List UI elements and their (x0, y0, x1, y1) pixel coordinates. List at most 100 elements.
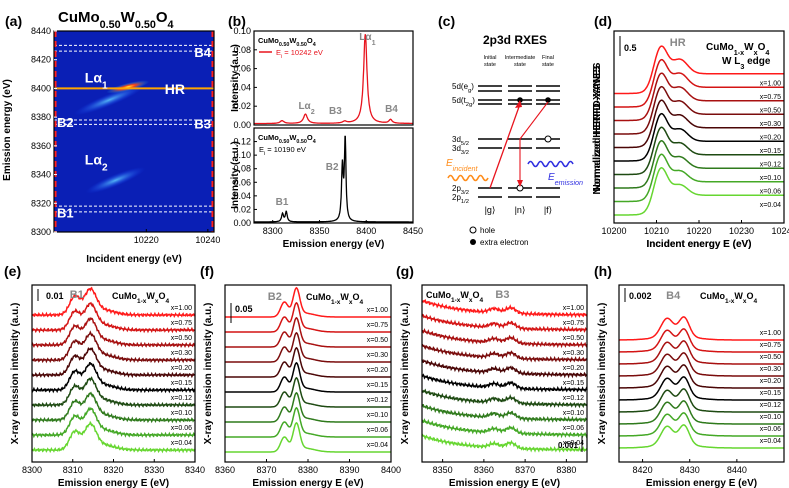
y-tick-label-b: 0.10 (233, 26, 251, 36)
spectrum-h-x=1.00 (619, 316, 784, 341)
label-part: 2p (452, 193, 461, 202)
subscript: 4 (313, 42, 316, 48)
emitted-photon (527, 160, 574, 168)
series-label: x=0.12 (367, 397, 388, 404)
spectrum-e-x=0.04 (31, 420, 196, 454)
subscript: 1 (372, 38, 376, 47)
spectrum-h-x=0.04 (619, 424, 784, 449)
subscript: 3 (740, 62, 744, 71)
incident-photon (447, 174, 489, 182)
x-axis-label-g: Emission energy E (eV) (449, 478, 560, 488)
spectrum-e-x=0.10 (31, 391, 196, 424)
x-axis-label-e: Emission energy E (eV) (58, 478, 169, 488)
x-tick-label-e: 8300 (22, 465, 42, 475)
label-part: CuMo (426, 290, 451, 300)
y-axis-label-g: X-ray emission intensity (a.u.) (400, 303, 411, 445)
series-label: x=0.06 (171, 425, 192, 432)
label-part: W (121, 9, 136, 26)
y-axis-label-h: X-ray emission intensity (a.u.) (597, 303, 608, 445)
spectrum-f-x=0.10 (225, 391, 391, 423)
series-label: x=1.00 (171, 305, 192, 312)
spectrum-d-x=0.12 (614, 126, 784, 176)
label-part: E (259, 145, 264, 154)
label-b1-b: B1 (276, 197, 289, 208)
series-label: x=0.15 (367, 382, 388, 389)
y-tick-label-a: 8400 (31, 83, 51, 93)
y-tick-label-b: 0.00 (233, 120, 251, 130)
label-b2: B2 (57, 115, 74, 130)
x-tick-label-h: 8420 (633, 465, 653, 475)
panel-label-h: (h) (594, 263, 612, 279)
label-part: E (548, 172, 555, 183)
x-tick-label-g: 8380 (556, 465, 576, 475)
series-label: x=0.20 (760, 378, 781, 385)
label-b2-b: B2 (326, 162, 339, 173)
y-tick-label-a: 8300 (31, 227, 51, 237)
series-label: x=0.12 (171, 395, 192, 402)
level-label: 2p1/2 (452, 193, 469, 205)
spectrum-g-x=0.15 (421, 373, 588, 393)
subscript: 2 (311, 107, 315, 116)
spectrum-d-x=0.06 (614, 153, 784, 203)
spectrum-h-x=0.12 (619, 388, 784, 413)
subscript: 4 (360, 299, 364, 306)
label-b4-h: B4 (666, 290, 681, 302)
subscript: incident (453, 164, 479, 173)
column-heading: state (514, 62, 526, 68)
spectrum-h-x=0.20 (619, 364, 784, 389)
legend-title-b2: CuMo0.50W0.50O4 (258, 133, 316, 145)
x-tick-label-e: 8330 (144, 465, 164, 475)
subscript: x (754, 48, 758, 57)
label-b3: B3 (194, 117, 211, 132)
subscript: 0.50 (100, 19, 121, 31)
y-axis-label-b2: Intensity (a.u.) (230, 141, 241, 209)
spectrum-g-x=0.75 (421, 313, 588, 333)
spectrum-g-x=0.30 (421, 343, 588, 363)
series-label: x=0.30 (760, 121, 781, 128)
spectrum-d-x=0.30 (614, 85, 784, 135)
composition-label-g: CuMo1-xWxO4 (426, 290, 484, 304)
subscript: 1/2 (461, 199, 469, 205)
x-axis-label-h: Emission energy E (eV) (646, 478, 757, 488)
series-label: x=0.15 (760, 148, 781, 155)
legend-electron-marker (470, 239, 476, 245)
label-hr-d: HR (670, 37, 686, 49)
label-part: O (159, 291, 166, 301)
x-tick-label-d: 10210 (644, 226, 669, 236)
spectrum-h-x=0.15 (619, 376, 784, 401)
emission-label: Eemission (548, 172, 583, 187)
label-part: 3d (452, 144, 461, 153)
legend-title-b1: CuMo0.50W0.50O4 (258, 36, 316, 48)
x-axis-label-a: Incident energy (eV) (86, 254, 182, 265)
series-label: x=0.15 (563, 380, 584, 387)
label-la2: Lα2 (85, 152, 108, 174)
spectrum-e-x=0.20 (31, 346, 196, 379)
label-part: W (289, 36, 297, 45)
x-tick-label-g: 8350 (433, 465, 453, 475)
subscript: 1-x (331, 299, 341, 306)
series-label: x=0.06 (367, 427, 388, 434)
label-part: edge (744, 56, 771, 67)
subscript: 1-x (734, 48, 744, 57)
spectrum-g-x=0.50 (421, 328, 588, 349)
spectrum-d-x=0.50 (614, 72, 784, 122)
y-tick-label-a: 8440 (31, 26, 51, 36)
label-b4: B4 (194, 45, 211, 60)
y-tick-label-b: 0.08 (233, 164, 251, 174)
label-part: CuMo (258, 36, 279, 45)
series-label: x=0.10 (367, 412, 388, 419)
x-tick-label-f: 8400 (381, 465, 401, 475)
series-label: x=1.00 (367, 307, 388, 314)
spectrum-f-x=0.20 (225, 346, 391, 378)
scale-bar-label: 0.05 (235, 304, 253, 314)
subscript: 0.50 (296, 42, 307, 48)
subscript: 1-x (137, 298, 147, 305)
x-tick-label-d: 10200 (601, 226, 626, 236)
composition-label-h: CuMo1-xWxO4 (700, 291, 758, 305)
heatmap-background (54, 31, 214, 232)
label-part: O (307, 133, 313, 142)
x-tick-label-d: 10220 (686, 226, 711, 236)
composition-label-d: CuMo1-xWxO4 (706, 42, 769, 57)
subscript: 4 (754, 298, 758, 305)
